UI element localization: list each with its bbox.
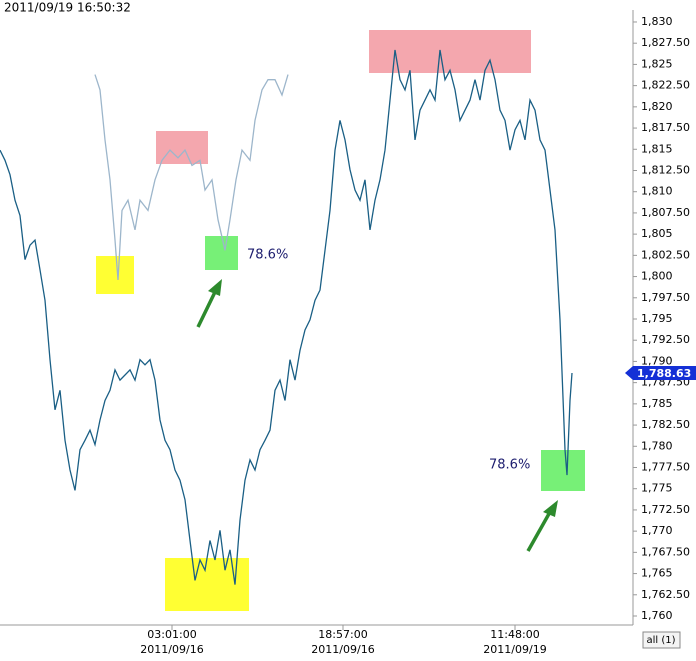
- y-tick-label: 1,822.50: [641, 79, 690, 92]
- y-tick-label: 1,765: [641, 567, 673, 580]
- annotation: 78.6%: [247, 248, 288, 263]
- y-tick-label: 1,830: [641, 15, 673, 28]
- y-tick-label: 1,815: [641, 142, 673, 155]
- y-tick-label: 1,777.50: [641, 460, 690, 473]
- y-tick-label: 1,780: [641, 439, 673, 452]
- y-tick-label: 1,760: [641, 609, 673, 622]
- y-tick-label: 1,797.50: [641, 291, 690, 304]
- y-tick-label: 1,767.50: [641, 545, 690, 558]
- y-tick-label: 1,772.50: [641, 503, 690, 516]
- x-tick-label: 11:48:00: [490, 628, 539, 641]
- y-tick-label: 1,790: [641, 354, 673, 367]
- y-tick-label: 1,785: [641, 397, 673, 410]
- highlight-box: [205, 236, 238, 270]
- y-tick-label: 1,827.50: [641, 36, 690, 49]
- price-line: [0, 49, 573, 585]
- last-price-label: 1,788.63: [637, 367, 691, 380]
- highlight-box: [541, 450, 585, 491]
- x-tick-date: 2011/09/16: [311, 643, 374, 656]
- y-tick-label: 1,807.50: [641, 206, 690, 219]
- highlight-box: [369, 30, 531, 73]
- arrow-head: [208, 279, 222, 296]
- last-price-flag: [625, 366, 696, 381]
- y-tick-label: 1,800: [641, 270, 673, 283]
- plot-area: [0, 49, 573, 585]
- timestamp: 2011/09/19 16:50:32: [4, 1, 131, 15]
- x-tick-label: 03:01:00: [147, 628, 196, 641]
- y-tick-label: 1,805: [641, 227, 673, 240]
- price-line: [94, 74, 289, 281]
- button[interactable]: [642, 631, 681, 649]
- annotation: 78.6%: [489, 458, 530, 473]
- x-tick-label: 18:57:00: [318, 628, 367, 641]
- arrow: [196, 291, 217, 328]
- y-tick-label: 1,802.50: [641, 248, 690, 261]
- y-tick-label: 1,762.50: [641, 588, 690, 601]
- y-tick-label: 1,812.50: [641, 163, 690, 176]
- highlight-box: [96, 256, 134, 294]
- x-tick-date: 2011/09/19: [483, 643, 546, 656]
- x-tick-date: 2011/09/16: [140, 643, 203, 656]
- arrow-head: [543, 500, 558, 517]
- y-tick-label: 1,795: [641, 312, 673, 325]
- y-tick-label: 1,775: [641, 482, 673, 495]
- y-tick-label: 1,825: [641, 57, 673, 70]
- arrow: [526, 511, 552, 552]
- y-tick-label: 1,817.50: [641, 121, 690, 134]
- arrows: [196, 279, 558, 552]
- y-tick-label: 1,782.50: [641, 418, 690, 431]
- highlight-box: [156, 131, 208, 164]
- y-tick-label: 1,770: [641, 524, 673, 537]
- y-tick-label: 1,820: [641, 100, 673, 113]
- button-label[interactable]: all (1): [646, 635, 675, 646]
- y-tick-label: 1,792.50: [641, 333, 690, 346]
- y-tick-label: 1,810: [641, 185, 673, 198]
